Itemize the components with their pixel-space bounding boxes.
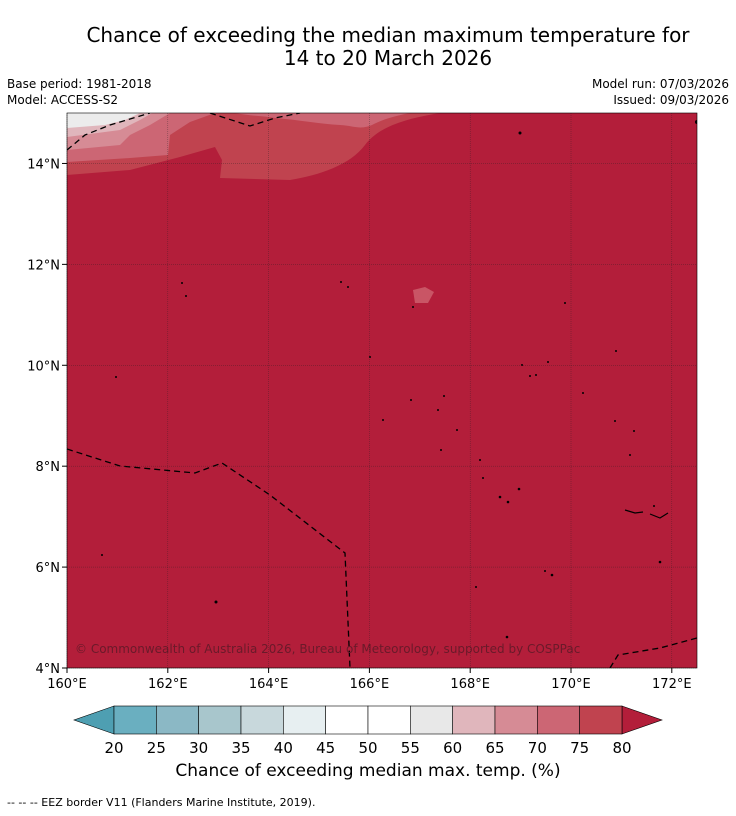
colorbar-cell <box>579 705 623 735</box>
y-tick-label: 14°N <box>27 157 60 172</box>
base-period: Base period: 1981-2018 <box>7 77 152 91</box>
map-background-80 <box>67 113 697 668</box>
colorbar-cell <box>537 705 580 735</box>
y-tick-label: 10°N <box>27 359 60 374</box>
meta-right: Model run: 07/03/2026 Issued: 09/03/2026 <box>592 76 729 108</box>
island-markers <box>101 120 697 639</box>
colorbar-cell <box>156 705 199 735</box>
colorbar-label: 60 <box>443 739 462 757</box>
colorbar-label: 40 <box>274 739 293 757</box>
colorbar-label: 45 <box>316 739 335 757</box>
colorbar-cell <box>198 705 242 735</box>
footer-legend: -- -- -- EEZ border V11 (Flanders Marine… <box>7 796 316 809</box>
contour-55 <box>67 113 140 128</box>
issued-date: Issued: 09/03/2026 <box>613 93 729 107</box>
colorbar-title: Chance of exceeding median max. temp. (%… <box>175 761 561 781</box>
map-copyright: © Commonwealth of Australia 2026, Bureau… <box>75 642 580 656</box>
colorbar-label: 55 <box>401 739 420 757</box>
chart-title-line2: 14 to 20 March 2026 <box>283 46 493 70</box>
colorbar-cell <box>452 705 496 735</box>
y-tick-label: 8°N <box>36 460 61 475</box>
colorbar-cell <box>367 705 411 735</box>
map-area: © Commonwealth of Australia 2026, Bureau… <box>67 113 697 668</box>
contour-70 <box>67 113 410 162</box>
model-name: Model: ACCESS-S2 <box>7 93 119 107</box>
x-tick-label: 168°E <box>450 677 490 692</box>
colorbar-cell <box>494 705 538 735</box>
colorbar-low-arrow <box>73 705 115 735</box>
colorbar-label: 50 <box>358 739 377 757</box>
chart-title-line1: Chance of exceeding the median maximum t… <box>86 23 690 47</box>
x-tick-label: 164°E <box>249 677 289 692</box>
colorbar-label: 35 <box>231 739 250 757</box>
colorbar-cells <box>73 705 663 735</box>
colorbar-cell <box>113 705 157 735</box>
colorbar-cell <box>240 705 284 735</box>
x-tick-label: 172°E <box>652 677 692 692</box>
island-outline <box>624 509 669 519</box>
x-tick-label: 160°E <box>47 677 87 692</box>
eez-border <box>209 113 301 127</box>
colorbar-label: 80 <box>612 739 631 757</box>
colorbar-label: 65 <box>485 739 504 757</box>
colorbar-cell <box>410 705 453 735</box>
eez-border <box>67 113 151 151</box>
colorbar-high-arrow <box>621 705 663 735</box>
model-run: Model run: 07/03/2026 <box>591 77 729 91</box>
contour-small-75 <box>413 287 434 303</box>
map-frame <box>66 112 698 669</box>
x-tick-label: 170°E <box>551 677 591 692</box>
x-axis-ticks: 160°E 162°E 164°E 166°E 168°E 170°E 172°E <box>47 668 692 692</box>
y-tick-label: 6°N <box>36 561 61 576</box>
x-tick-label: 162°E <box>148 677 188 692</box>
colorbar-cell <box>325 705 369 735</box>
y-axis-ticks: 4°N 6°N 8°N 10°N 12°N 14°N <box>27 157 67 677</box>
colorbar-cell <box>283 705 326 735</box>
x-tick-label: 166°E <box>350 677 390 692</box>
colorbar-label: 75 <box>570 739 589 757</box>
y-tick-label: 4°N <box>36 662 61 677</box>
y-tick-label: 12°N <box>27 258 60 273</box>
colorbar-label: 30 <box>189 739 208 757</box>
colorbar-label: 70 <box>528 739 547 757</box>
colorbar-label: 25 <box>147 739 166 757</box>
meta-left: Base period: 1981-2018 Model: ACCESS-S2 <box>7 76 152 108</box>
colorbar-labels: 20 25 30 35 40 45 50 55 60 65 70 75 80 <box>104 739 631 757</box>
colorbar-label: 20 <box>104 739 123 757</box>
map-figure: © Commonwealth of Australia 2026, Bureau… <box>27 112 698 692</box>
eez-border <box>67 448 351 668</box>
